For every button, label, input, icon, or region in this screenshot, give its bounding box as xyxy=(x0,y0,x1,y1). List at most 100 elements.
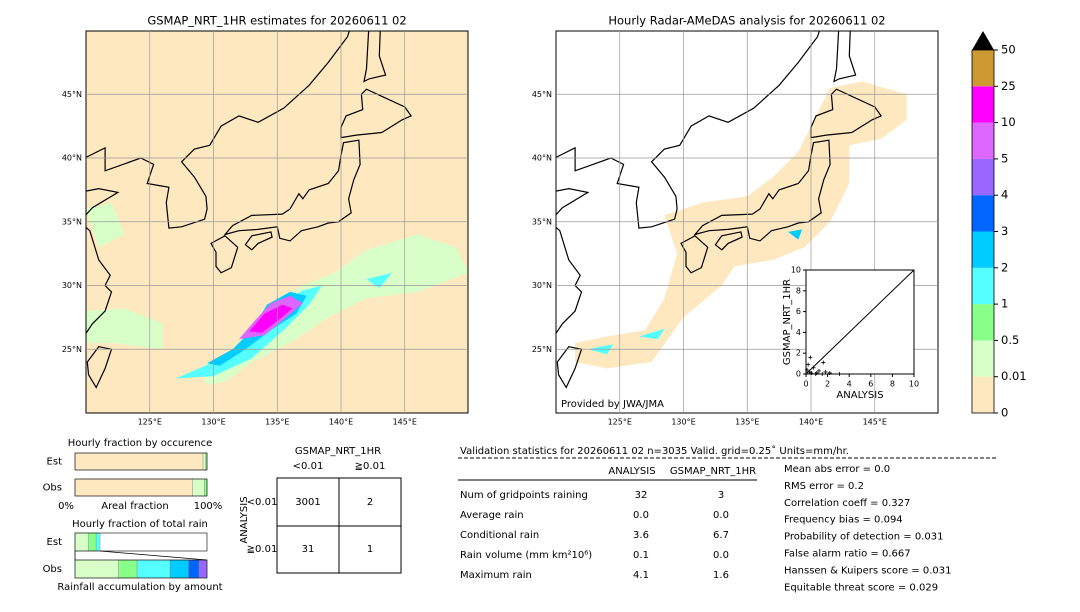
coastline xyxy=(340,88,413,139)
fraction-segment xyxy=(192,478,205,497)
analysis-area xyxy=(638,328,665,340)
row-axis-label: ANALYSIS xyxy=(239,496,250,543)
score: Hanssen & Kuipers score = 0.031 xyxy=(784,565,951,576)
fraction-segment xyxy=(136,559,171,579)
lon-tick-label: 140°E xyxy=(329,418,353,427)
score: Probability of detection = 0.031 xyxy=(784,532,943,543)
axis-label: 0% xyxy=(58,501,74,512)
coastline xyxy=(363,31,387,83)
colorbar-label: 5 xyxy=(1001,151,1008,165)
stat-label: Conditional rain xyxy=(460,530,539,541)
point xyxy=(807,369,812,374)
rain-area xyxy=(86,308,163,350)
validation-header: Validation statistics for 20260611 02 n=… xyxy=(460,445,849,457)
stat-value: 0.1 xyxy=(633,550,649,561)
score: Correlation coeff = 0.327 xyxy=(784,498,910,509)
x-tick-label: 0 xyxy=(803,380,808,389)
point xyxy=(811,365,816,370)
fraction-segment xyxy=(87,532,97,552)
rain-area xyxy=(86,202,125,248)
fraction-segment xyxy=(202,452,206,471)
lat-tick-label: 40°N xyxy=(62,154,82,163)
analysis-area xyxy=(575,81,907,369)
coastline xyxy=(556,31,821,335)
fraction-segment xyxy=(74,478,193,497)
colorbar-label: 0 xyxy=(1001,406,1008,420)
table-cell: 1 xyxy=(367,544,373,555)
axis-label: Areal fraction xyxy=(101,501,168,512)
coastline xyxy=(833,31,857,83)
point xyxy=(813,372,818,376)
lon-tick-label: 135°E xyxy=(265,418,289,427)
fraction-segment xyxy=(74,559,119,579)
score: RMS error = 0.2 xyxy=(784,481,864,492)
colorbar-label: 0.5 xyxy=(1001,333,1019,347)
panel-footer: Rainfall accumulation by amount xyxy=(57,582,222,593)
y-tick-label: 6 xyxy=(796,307,801,316)
fraction-segment xyxy=(198,559,208,579)
point xyxy=(805,367,810,372)
lat-tick-label: 25°N xyxy=(532,345,552,354)
stat-label: Maximum rain xyxy=(460,570,532,581)
score: Frequency bias = 0.094 xyxy=(784,515,903,526)
bar-frame xyxy=(74,532,208,552)
lat-tick-label: 45°N xyxy=(532,90,552,99)
colorbar-label: 50 xyxy=(1001,43,1016,57)
lon-tick-label: 135°E xyxy=(735,418,759,427)
coastline xyxy=(210,235,239,274)
stat-value: 6.7 xyxy=(713,530,729,541)
lon-tick-label: 140°E xyxy=(799,418,823,427)
bar-frame xyxy=(74,478,208,497)
coastline xyxy=(714,231,743,251)
connector xyxy=(100,550,208,561)
x-tick-label: 2 xyxy=(825,380,830,389)
stat-label: Rain volume (mm km²10⁶) xyxy=(460,550,592,561)
fraction-segment xyxy=(74,532,89,552)
colorbar-label: 25 xyxy=(1001,79,1016,93)
column-header: ANALYSIS xyxy=(608,466,655,477)
colorbar-label: 4 xyxy=(1001,188,1008,202)
point xyxy=(816,368,821,373)
point xyxy=(806,362,811,367)
row-label: Est xyxy=(47,537,63,548)
fraction-segment xyxy=(74,452,204,471)
lon-tick-label: 125°E xyxy=(138,418,162,427)
colorbar-label: 10 xyxy=(1001,115,1016,129)
left-map xyxy=(86,31,468,389)
map-title: GSMAP_NRT_1HR estimates for 20260611 02 xyxy=(147,14,406,28)
stat-value: 1.6 xyxy=(713,570,729,581)
fraction-segment xyxy=(118,559,138,579)
row-label: ≧0.01 xyxy=(247,544,278,555)
colorbar-segment xyxy=(972,122,994,159)
x-tick-label: 8 xyxy=(890,380,895,389)
coastline xyxy=(223,139,361,242)
row-label: Est xyxy=(47,457,63,468)
point xyxy=(820,372,825,376)
y-tick-label: 0 xyxy=(796,370,801,379)
column-header: GSMAP_NRT_1HR xyxy=(670,466,756,477)
colorbar-label: 2 xyxy=(1001,260,1008,274)
lon-tick-label: 130°E xyxy=(201,418,225,427)
y-tick-label: 4 xyxy=(796,328,801,337)
table-title: GSMAP_NRT_1HR xyxy=(295,446,381,457)
map-title: Hourly Radar-AMeDAS analysis for 2026061… xyxy=(608,14,885,28)
bar-frame xyxy=(74,452,208,471)
lon-tick-label: 130°E xyxy=(671,418,695,427)
analysis-area xyxy=(788,229,803,240)
x-axis-label: ANALYSIS xyxy=(836,390,883,401)
y-tick-label: 10 xyxy=(791,266,801,275)
colorbar-segment xyxy=(972,267,994,305)
panel-title: Hourly fraction by occurence xyxy=(68,438,212,449)
x-tick-label: 6 xyxy=(868,380,873,389)
colorbar-segment xyxy=(972,195,994,232)
rain-area xyxy=(366,272,392,289)
row-label: Obs xyxy=(43,483,62,494)
stat-value: 0.0 xyxy=(633,510,649,521)
diagonal xyxy=(805,269,915,375)
colorbar-extension xyxy=(972,31,994,50)
score: Mean abs error = 0.0 xyxy=(784,464,890,475)
colorbar-label: 0.01 xyxy=(1001,369,1027,383)
fraction-segment xyxy=(169,559,189,579)
y-tick-label: 8 xyxy=(796,286,801,295)
lat-tick-label: 35°N xyxy=(532,217,552,226)
